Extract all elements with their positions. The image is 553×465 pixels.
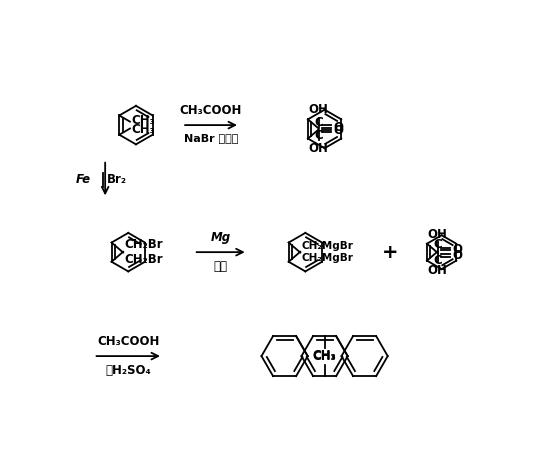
Text: CH₃: CH₃ (313, 349, 336, 362)
Text: 浓H₂SO₄: 浓H₂SO₄ (106, 364, 151, 377)
Text: C: C (434, 238, 442, 251)
Text: O: O (333, 124, 343, 137)
Text: CH₂Br: CH₂Br (124, 253, 163, 266)
Text: OH: OH (428, 264, 448, 277)
Text: O: O (333, 120, 343, 133)
Text: C: C (314, 116, 323, 128)
Text: NaBr 醜酸錳: NaBr 醜酸錳 (184, 133, 238, 143)
Text: OH: OH (309, 142, 328, 155)
Text: CH₃COOH: CH₃COOH (97, 335, 159, 348)
Text: O: O (452, 243, 462, 256)
Text: CH₂MgBr: CH₂MgBr (302, 241, 354, 251)
Text: CH₂MgBr: CH₂MgBr (302, 253, 354, 263)
Text: 醒解: 醒解 (213, 260, 228, 273)
Text: CH₃: CH₃ (313, 350, 336, 363)
Text: O: O (452, 249, 462, 262)
Text: CH₂Br: CH₂Br (124, 238, 163, 251)
Text: C: C (314, 129, 323, 142)
Text: CH₃: CH₃ (132, 123, 155, 136)
Text: OH: OH (428, 227, 448, 240)
Text: CH₃COOH: CH₃COOH (180, 105, 242, 117)
Text: C: C (434, 254, 442, 267)
Text: OH: OH (309, 103, 328, 116)
Text: Br₂: Br₂ (107, 173, 127, 186)
Text: CH₃: CH₃ (132, 114, 155, 127)
Text: Mg: Mg (211, 232, 231, 245)
Text: +: + (382, 243, 398, 262)
Text: Fe: Fe (76, 173, 91, 186)
